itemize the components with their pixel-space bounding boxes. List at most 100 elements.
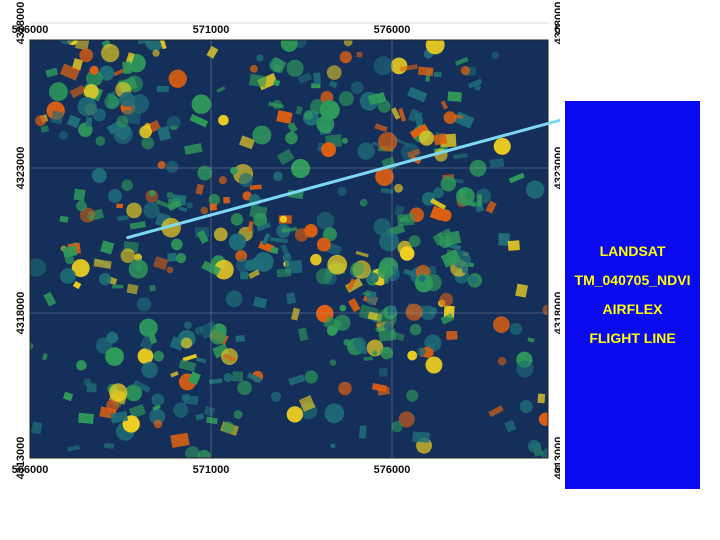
ndvi-field-patch <box>477 194 482 207</box>
ndvi-field-patch <box>287 122 298 133</box>
ndvi-field-patch <box>272 79 281 87</box>
ndvi-field-patch <box>390 57 408 75</box>
ndvi-field-patch <box>380 346 394 360</box>
ndvi-field-patch <box>377 99 391 113</box>
ndvi-field-patch <box>101 43 120 63</box>
ndvi-field-patch <box>228 233 247 251</box>
ndvi-field-patch <box>248 269 261 279</box>
ndvi-field-patch <box>282 253 292 263</box>
ndvi-field-patch <box>104 442 114 449</box>
ndvi-field-patch <box>493 137 511 155</box>
x-tick-label-bottom: 581000 <box>555 464 560 476</box>
ndvi-field-patch <box>184 143 203 155</box>
ndvi-field-patch <box>270 246 279 255</box>
ndvi-field-patch <box>409 123 429 139</box>
legend-line-flight-line: FLIGHT LINE <box>589 330 676 346</box>
ndvi-field-patch <box>183 321 192 330</box>
ndvi-field-patch <box>230 213 244 226</box>
ndvi-field-patch <box>232 371 244 382</box>
ndvi-field-patch <box>408 235 421 248</box>
ndvi-field-patch <box>425 40 445 55</box>
ndvi-field-patch <box>380 187 394 195</box>
ndvi-field-patch <box>269 56 287 74</box>
ndvi-field-patch <box>147 331 158 345</box>
ndvi-field-patch <box>341 137 348 144</box>
ndvi-field-patch <box>195 413 205 421</box>
ndvi-field-patch <box>379 231 400 252</box>
ndvi-field-patch <box>59 63 80 81</box>
ndvi-field-patch <box>59 215 69 223</box>
ndvi-field-patch <box>235 335 246 343</box>
ndvi-field-patch <box>253 296 268 309</box>
ndvi-field-patch <box>286 406 303 423</box>
ndvi-field-patch <box>313 72 322 85</box>
ndvi-field-patch <box>268 101 284 109</box>
ndvi-field-patch <box>338 91 354 107</box>
ndvi-field-patch <box>30 343 34 350</box>
ndvi-field-patch <box>126 202 142 219</box>
ndvi-field-patch <box>112 284 124 289</box>
ndvi-field-patch <box>394 183 403 193</box>
ndvi-field-patch <box>359 347 368 355</box>
ndvi-field-patch <box>469 159 487 177</box>
ndvi-field-patch <box>167 252 177 262</box>
ndvi-field-patch <box>493 316 510 333</box>
ndvi-field-patch <box>433 71 442 78</box>
ndvi-field-patch <box>460 65 470 76</box>
ndvi-field-patch <box>178 206 188 212</box>
ndvi-field-patch <box>128 259 148 279</box>
ndvi-field-patch <box>45 67 59 78</box>
ndvi-field-patch <box>429 307 438 316</box>
ndvi-field-patch <box>182 353 198 362</box>
x-tick-label-top: 576000 <box>374 24 411 36</box>
ndvi-field-patch <box>377 263 393 280</box>
ndvi-field-patch <box>371 350 378 356</box>
ndvi-field-patch <box>409 323 422 336</box>
legend-line-image-id: TM_040705_NDVI <box>574 272 691 288</box>
ndvi-field-patch <box>195 183 205 195</box>
ndvi-field-patch <box>132 379 151 393</box>
ndvi-field-patch <box>363 356 374 361</box>
ndvi-field-patch <box>508 172 525 184</box>
ndvi-field-patch <box>408 108 419 123</box>
ndvi-field-patch <box>276 110 293 124</box>
y-tick-label-left: 4323000 <box>15 147 27 190</box>
ndvi-field-patch <box>310 253 322 266</box>
ndvi-field-patch <box>440 100 449 110</box>
ndvi-field-patch <box>285 131 298 145</box>
ndvi-field-patch <box>100 240 115 255</box>
y-tick-label-right: 4323000 <box>553 147 560 190</box>
ndvi-field-patch <box>170 370 179 378</box>
ndvi-field-patch <box>83 84 99 100</box>
ndvi-field-patch <box>59 40 74 45</box>
ndvi-field-patch <box>424 273 442 292</box>
ndvi-field-patch <box>166 191 174 199</box>
ndvi-field-patch <box>407 148 421 158</box>
ndvi-field-patch <box>249 184 262 191</box>
ndvi-field-patch <box>498 232 510 246</box>
ndvi-field-patch <box>339 51 352 64</box>
ndvi-field-patch <box>189 114 209 128</box>
ndvi-field-patch <box>64 254 75 265</box>
ndvi-field-patch <box>152 49 160 57</box>
ndvi-field-patch <box>440 313 455 325</box>
ndvi-field-patch <box>315 268 332 285</box>
ndvi-field-patch <box>161 217 181 238</box>
ndvi-field-patch <box>290 307 301 321</box>
ndvi-field-patch <box>489 158 505 168</box>
ndvi-field-patch <box>50 110 64 125</box>
ndvi-field-patch <box>414 112 424 126</box>
ndvi-field-patch <box>373 218 391 236</box>
ndvi-field-patch <box>497 356 507 366</box>
ndvi-field-patch <box>398 107 407 122</box>
y-tick-label-right: 4313000 <box>553 437 560 480</box>
ndvi-field-patch <box>330 443 336 449</box>
ndvi-field-patch <box>119 91 135 107</box>
ndvi-field-patch <box>362 291 372 297</box>
ndvi-field-patch <box>338 381 352 396</box>
ndvi-field-patch <box>286 292 296 305</box>
x-tick-label-top: 566000 <box>12 24 49 36</box>
ndvi-field-patch <box>95 136 106 146</box>
ndvi-field-patch <box>170 432 190 448</box>
ndvi-field-patch <box>509 322 523 336</box>
